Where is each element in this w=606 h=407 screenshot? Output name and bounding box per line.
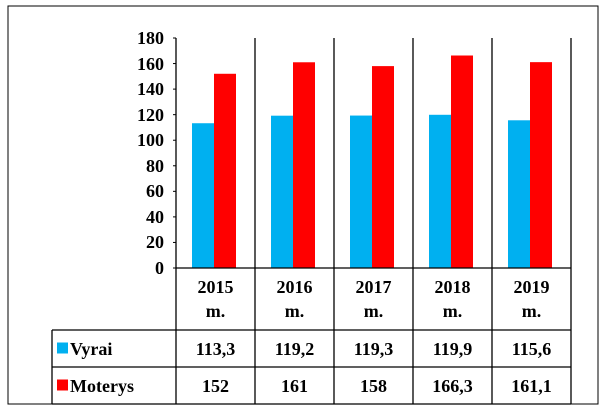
- y-tick-label: 120: [137, 104, 164, 125]
- legend-label: Vyrai: [70, 338, 113, 359]
- legend-label: Moterys: [70, 375, 134, 396]
- x-tick-label: 2019 m.: [513, 277, 550, 321]
- y-tick-label: 60: [146, 181, 164, 202]
- y-tick-label: 80: [146, 155, 164, 176]
- y-tick-label: 100: [137, 130, 164, 151]
- value-label: 166,3: [432, 375, 473, 396]
- y-tick-label: 140: [137, 79, 164, 100]
- bar: [293, 62, 315, 269]
- bar: [429, 114, 451, 269]
- bar: [451, 55, 473, 268]
- bar: [192, 123, 214, 268]
- value-label: 119,9: [432, 338, 473, 359]
- bar: [350, 115, 372, 268]
- y-tick-label: 160: [137, 53, 164, 74]
- y-tick-label: 20: [146, 232, 164, 253]
- bar: [214, 73, 236, 269]
- bar: [508, 120, 530, 269]
- bar: [271, 115, 293, 268]
- legend-key: [57, 379, 68, 391]
- value-label: 152: [202, 375, 229, 396]
- bar: [530, 62, 552, 269]
- bar: [372, 66, 394, 268]
- value-label: 119,2: [274, 338, 315, 359]
- x-tick-label: 2015 m.: [197, 277, 234, 321]
- y-tick-label: 0: [155, 258, 164, 278]
- value-label: 161,1: [511, 375, 552, 396]
- value-label: 158: [360, 375, 387, 396]
- x-tick-label: 2018 m.: [434, 277, 471, 321]
- value-label: 115,6: [511, 338, 552, 359]
- y-tick-label: 180: [137, 28, 164, 48]
- value-label: 113,3: [195, 338, 236, 359]
- value-label: 161: [281, 375, 308, 396]
- x-tick-label: 2017 m.: [355, 277, 392, 321]
- legend-key: [57, 342, 68, 354]
- x-tick-label: 2016 m.: [276, 277, 313, 321]
- value-label: 119,3: [353, 338, 394, 359]
- y-tick-label: 40: [146, 206, 164, 227]
